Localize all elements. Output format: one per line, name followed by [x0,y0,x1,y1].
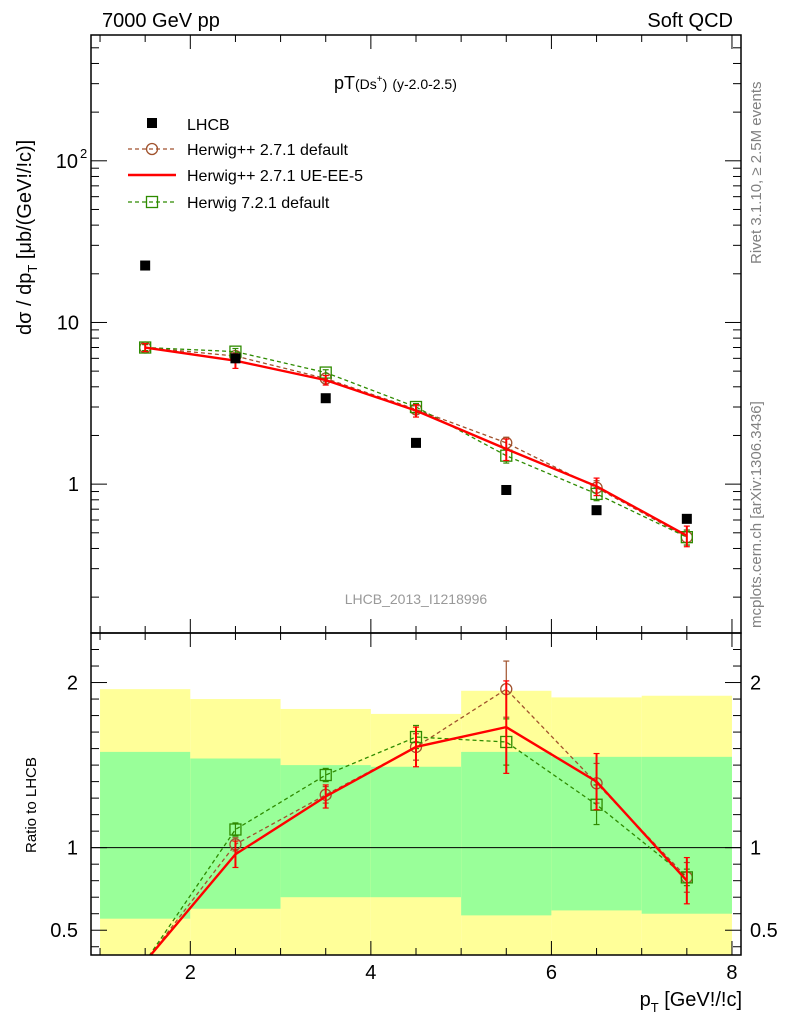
legend-label-herwigpp-default: Herwig++ 2.7.1 default [187,142,349,159]
x-tick-label: 4 [365,962,376,984]
header-collision-label: 7000 GeV pp [102,10,220,32]
main-data-point [411,437,421,448]
ratio-marker-square [319,768,332,782]
main-y-tick-label: 10 [56,151,78,173]
main-plot-title: pT(Ds+) (y-2.0-2.5) [334,73,457,93]
side-label-mcplots: mcplots.cern.ch [arXiv:1306.3436] [748,401,765,628]
main-data-point [230,353,241,364]
title-main: pT [334,73,355,93]
side-label-rivet: Rivet 3.1.10, ≥ 2.5M events [748,82,765,265]
ratio-inner-band-bin [461,751,552,916]
ratio-marker-square [229,823,242,836]
main-y-tick-label-exponent: 2 [80,146,87,161]
title-sup: + [377,74,383,85]
ratio-y-tick-label-right: 0.5 [750,920,778,942]
ylabel-pre: dσ / dp [14,273,36,335]
legend-label-herwig7-default: Herwig 7.2.1 default [187,195,330,212]
title-range: (y-2.0-2.5) [392,76,457,92]
main-y-tick-label: 1 [68,474,79,496]
legend-marker-lhcb [147,118,157,128]
main-y-axis-label: dσ / dpT [μb/(GeV!/!c)] [14,140,40,335]
xlabel-post: [GeV!/!c] [659,989,742,1011]
ratio-plot-panel: 2 4 6 8 0.5 0.5 1 1 2 2 [50,632,778,984]
legend-marker-herwig7-default [145,195,159,209]
main-data-point [320,393,331,404]
xlabel-sub: T [651,1000,659,1015]
main-y-tick-label: 10 [57,312,79,334]
main-data-point [591,505,602,516]
legend-marker-herwigpp-default [145,142,159,156]
xlabel-pre: p [640,989,651,1011]
ratio-inner-band-bin [370,766,462,898]
ratio-marker-square [140,956,151,967]
ratio-y-tick-label-left: 1 [67,838,78,860]
analysis-watermark: LHCB_2013_I1218996 [345,591,488,607]
ylabel-sub: T [25,265,40,273]
header-category-label: Soft QCD [647,10,733,32]
main-data-point [681,513,692,524]
ratio-inner-band-bin [100,751,191,919]
main-data-point [501,484,512,495]
ratio-marker-circle [140,956,151,967]
ratio-y-tick-label-right: 1 [750,838,761,860]
title-close: ) [383,76,388,92]
ratio-series-herwigpp-ueee5 [149,680,690,955]
x-tick-label: 8 [726,962,737,984]
legend-label-lhcb: LHCB [187,117,230,134]
x-tick-label: 6 [546,962,557,984]
ratio-y-tick-label-left: 2 [67,673,78,695]
main-data-point [140,260,151,271]
x-axis-label: pT [GeV!/!c] [640,989,742,1015]
ratio-y-axis-label: Ratio to LHCB [23,757,40,853]
title-paren: (Ds [355,76,377,92]
ratio-y-tick-label-left: 0.5 [50,920,78,942]
ylabel-post: [μb/(GeV!/!c)] [14,140,36,265]
legend-label-herwigpp-ueee5: Herwig++ 2.7.1 UE-EE-5 [187,168,363,185]
legend: LHCB Herwig++ 2.7.1 default Herwig++ 2.7… [128,117,363,212]
x-tick-label: 2 [185,962,196,984]
main-series-lhcb [140,260,692,524]
ratio-y-tick-label-right: 2 [750,673,761,695]
